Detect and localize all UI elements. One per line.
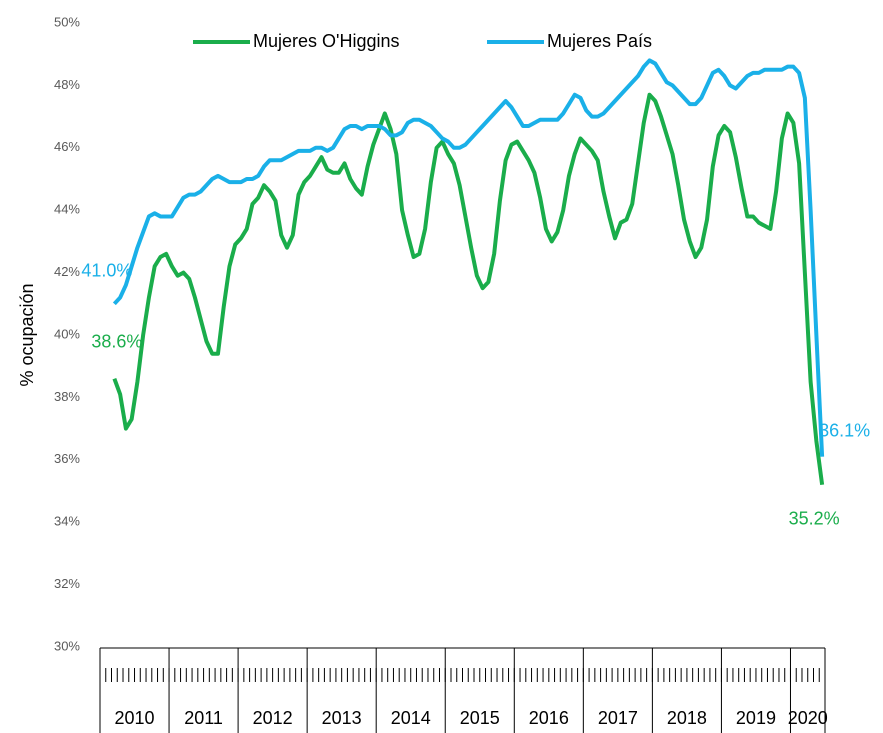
data-line <box>112 92 825 486</box>
x-tick-label: 2015 <box>460 708 500 728</box>
legend-label: Mujeres O'Higgins <box>253 31 400 51</box>
y-tick-label: 30% <box>54 638 80 653</box>
y-tick-label: 36% <box>54 451 80 466</box>
legend-label: Mujeres País <box>547 31 652 51</box>
x-tick-label: 2019 <box>736 708 776 728</box>
y-tick-label: 40% <box>54 326 80 341</box>
y-tick-label: 48% <box>54 77 80 92</box>
data-label: 38.6% <box>91 331 142 351</box>
y-tick-label: 44% <box>54 202 80 217</box>
x-tick-label: 2011 <box>184 708 223 728</box>
x-tick-label: 2020 <box>788 708 828 728</box>
x-tick-label: 2013 <box>322 708 362 728</box>
data-label: 35.2% <box>789 509 840 529</box>
y-tick-label: 38% <box>54 389 80 404</box>
x-tick-label: 2012 <box>253 708 293 728</box>
data-line <box>112 58 825 457</box>
y-axis-label: % ocupación <box>17 283 37 386</box>
y-tick-label: 34% <box>54 514 80 529</box>
y-tick-label: 42% <box>54 264 80 279</box>
x-tick-label: 2016 <box>529 708 569 728</box>
x-tick-label: 2014 <box>391 708 431 728</box>
y-tick-label: 32% <box>54 576 80 591</box>
x-tick-label: 2010 <box>115 708 155 728</box>
y-tick-label: 50% <box>54 14 80 29</box>
data-label: 41.0% <box>81 261 132 281</box>
x-tick-label: 2018 <box>667 708 707 728</box>
data-label: 36.1% <box>819 420 870 440</box>
x-tick-label: 2017 <box>598 708 638 728</box>
y-tick-label: 46% <box>54 139 80 154</box>
